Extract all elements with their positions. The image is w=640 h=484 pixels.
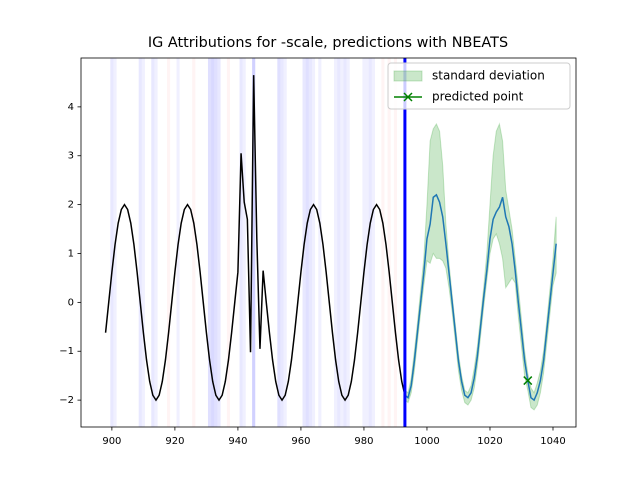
- chart-title: IG Attributions for -scale, predictions …: [148, 35, 508, 51]
- attribution-span: [154, 58, 158, 427]
- attribution-span: [340, 58, 344, 427]
- y-tick-label: −1: [59, 346, 74, 357]
- attribution-span: [242, 58, 246, 427]
- attribution-span: [141, 58, 145, 427]
- x-tick-label: 1000: [414, 436, 439, 447]
- attribution-span: [138, 58, 142, 427]
- attribution-span: [226, 58, 231, 427]
- predicted-point: [523, 376, 533, 386]
- attribution-span: [337, 58, 341, 427]
- y-tick-label: 2: [68, 200, 74, 211]
- attribution-span: [151, 58, 155, 427]
- legend-label: standard deviation: [432, 69, 545, 83]
- axes-frame: [80, 57, 577, 428]
- attribution-span: [318, 58, 322, 427]
- y-tick-label: 0: [68, 297, 74, 308]
- x-tick-label: 940: [228, 436, 247, 447]
- attribution-span: [362, 58, 366, 427]
- attribution-span: [217, 58, 221, 427]
- plot-area: [104, 58, 557, 427]
- legend-box: [387, 62, 571, 110]
- attribution-span: [280, 58, 284, 427]
- attribution-span: [252, 58, 256, 427]
- x-tick-label: 980: [354, 436, 373, 447]
- attribution-span: [393, 58, 398, 427]
- attribution-span: [308, 58, 312, 427]
- attribution-span: [214, 58, 218, 427]
- series-line: [104, 75, 406, 402]
- y-tick-label: 1: [68, 248, 74, 259]
- series-line: [404, 193, 557, 402]
- attribution-span: [211, 58, 215, 427]
- attribution-span: [167, 58, 171, 427]
- x-tick-label: 1040: [540, 436, 565, 447]
- x-tick-label: 900: [102, 436, 121, 447]
- y-tick-label: 3: [68, 151, 74, 162]
- attribution-span: [207, 58, 212, 427]
- attribution-span: [371, 58, 375, 427]
- attribution-span: [110, 58, 114, 427]
- std-band: [404, 122, 557, 411]
- x-tick-label: 1020: [477, 436, 502, 447]
- attribution-span: [192, 58, 196, 427]
- y-tick-label: −2: [59, 395, 74, 406]
- legend-label: predicted point: [432, 90, 524, 104]
- attribution-span: [283, 58, 287, 427]
- y-tick-label: 4: [68, 102, 74, 113]
- attribution-span: [239, 58, 243, 427]
- x-tick-label: 920: [165, 436, 184, 447]
- attribution-span: [334, 58, 338, 427]
- attribution-span: [368, 58, 372, 427]
- attribution-span: [305, 58, 309, 427]
- attribution-span: [346, 58, 350, 427]
- attribution-span: [277, 58, 281, 427]
- attribution-span: [311, 58, 316, 427]
- legend-marker: [403, 92, 413, 102]
- attribution-span: [343, 58, 347, 427]
- legend-patch: [393, 70, 423, 82]
- attribution-span: [381, 58, 385, 427]
- x-tick-label: 960: [291, 436, 310, 447]
- attribution-span: [387, 58, 391, 427]
